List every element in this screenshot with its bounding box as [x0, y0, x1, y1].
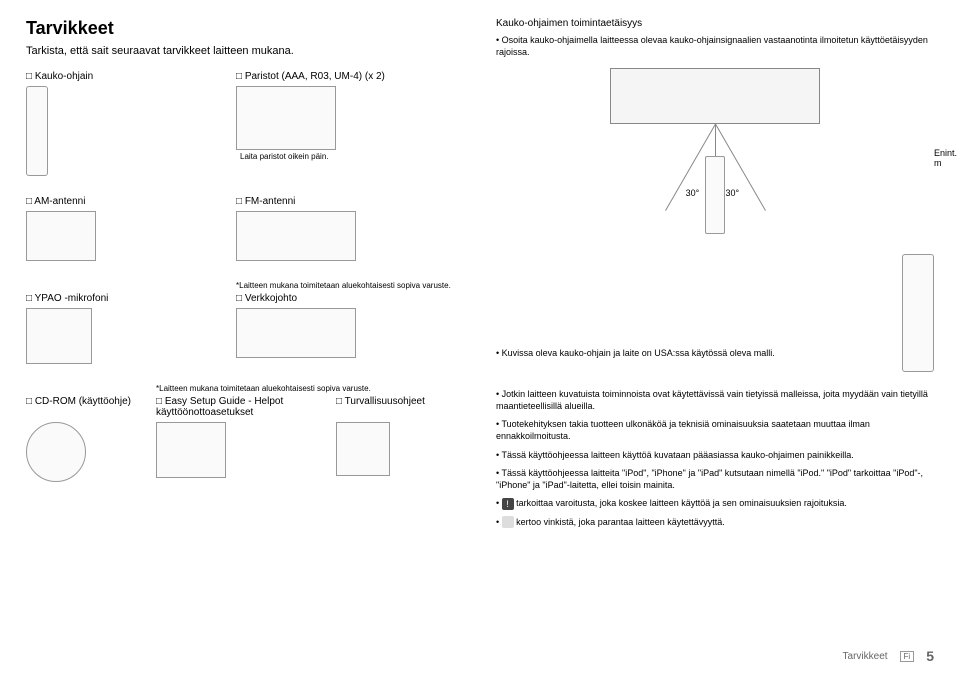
receiver-image	[610, 68, 820, 124]
page-title: Tarvikkeet	[26, 18, 466, 39]
page-subtitle: Tarkista, että sait seuraavat tarvikkeet…	[26, 45, 466, 57]
cdrom-image	[26, 422, 86, 482]
tip-icon	[502, 516, 514, 528]
note-warn: • ! tarkoittaa varoitusta, joka koskee l…	[496, 497, 934, 510]
batteries-image	[236, 86, 336, 150]
distance-label: Enint. 6 m	[934, 68, 960, 248]
right-column: Kauko-ohjaimen toimintaetäisyys • Osoita…	[496, 18, 934, 534]
item-batteries: Paristot (AAA, R03, UM-4) (x 2)	[236, 71, 446, 82]
note-1: • Jotkin laitteen kuvatuista toiminnoist…	[496, 388, 934, 412]
fm-antenna-image	[236, 211, 356, 261]
mic-image	[26, 308, 92, 364]
item-am-antenna: AM-antenni	[26, 196, 236, 207]
safety-image	[336, 422, 390, 476]
model-note: • Kuvissa oleva kauko-ohjain ja laite on…	[496, 348, 934, 360]
region-note-1: *Laitteen mukana toimitetaan aluekohtais…	[236, 281, 466, 290]
remote-large-image	[902, 254, 934, 372]
range-note: • Osoita kauko-ohjaimella laitteessa ole…	[496, 35, 934, 58]
note-3: • Tässä käyttöohjeessa laitteen käyttöä …	[496, 449, 934, 461]
am-antenna-image	[26, 211, 96, 261]
note-2: • Tuotekehityksen takia tuotteen ulkonäk…	[496, 418, 934, 442]
item-remote: Kauko-ohjain	[26, 71, 236, 82]
remote-image	[26, 86, 48, 176]
guide-image	[156, 422, 226, 478]
page-footer: Tarvikkeet Fi 5	[843, 648, 934, 664]
range-diagram: 30° 30° Enint. 6 m	[496, 68, 934, 248]
footer-page: 5	[926, 648, 934, 664]
item-cdrom: CD-ROM (käyttöohje)	[26, 396, 156, 418]
item-ypao-mic: YPAO -mikrofoni	[26, 293, 236, 304]
footer-lang: Fi	[900, 651, 915, 662]
item-power-cable: Verkkojohto	[236, 293, 446, 304]
cable-image	[236, 308, 356, 358]
note-4: • Tässä käyttöohjeessa laitteita "iPod",…	[496, 467, 934, 491]
item-safety: Turvallisuusohjeet	[336, 396, 466, 418]
remote-bottom-image	[705, 156, 725, 234]
angle-left: 30°	[686, 188, 700, 198]
batteries-caption: Laita paristot oikein päin.	[240, 152, 446, 161]
warning-icon: !	[502, 498, 514, 510]
angle-right: 30°	[726, 188, 740, 198]
item-fm-antenna: FM-antenni	[236, 196, 446, 207]
left-column: Tarvikkeet Tarkista, että sait seuraavat…	[26, 18, 466, 534]
region-note-2: *Laitteen mukana toimitetaan aluekohtais…	[156, 384, 466, 393]
footer-section: Tarvikkeet	[843, 651, 888, 662]
item-easy-setup: Easy Setup Guide - Helpot käyttöönottoas…	[156, 396, 336, 418]
note-tip: • kertoo vinkistä, joka parantaa laittee…	[496, 516, 934, 529]
notes-list: • Jotkin laitteen kuvatuista toiminnoist…	[496, 388, 934, 528]
range-title: Kauko-ohjaimen toimintaetäisyys	[496, 18, 934, 29]
